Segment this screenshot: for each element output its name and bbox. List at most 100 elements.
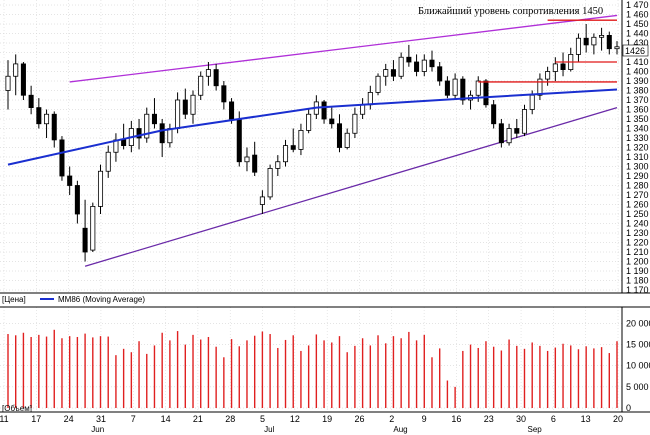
price-tick-label: 1 410 [626, 57, 649, 67]
x-day-label: 16 [451, 414, 461, 424]
x-day-label: 26 [354, 414, 364, 424]
candle-body [491, 104, 497, 125]
price-tick-label: 1 270 [626, 190, 649, 200]
x-day-label: 6 [551, 414, 556, 424]
resistance-levels [478, 19, 617, 83]
price-tick-label: 1 380 [626, 86, 649, 96]
candle-body [475, 80, 481, 96]
x-day-label: 11 [0, 414, 9, 424]
price-tick-label: 1 460 [626, 10, 649, 20]
candle-body [437, 66, 443, 82]
candle-body [483, 80, 489, 106]
price-tick-label: 1 290 [626, 171, 649, 181]
candle-body [560, 63, 566, 71]
price-panel-bg [0, 0, 622, 293]
candle-body [414, 61, 420, 72]
candle-body [121, 139, 127, 146]
candle-body [190, 94, 196, 115]
candle-body [575, 37, 581, 55]
candle-body [514, 128, 520, 134]
x-month-label: Sep [528, 425, 543, 434]
x-day-label: 13 [581, 414, 591, 424]
x-day-label: 7 [131, 414, 136, 424]
candle-body [375, 75, 381, 93]
candle-body [36, 107, 42, 125]
x-month-label: Jun [91, 425, 104, 434]
candle-body [429, 59, 435, 68]
price-tick-label: 1 400 [626, 67, 649, 77]
candle-body [329, 118, 335, 125]
candle-body [5, 75, 11, 91]
x-day-label: 17 [31, 414, 41, 424]
candle-body [267, 167, 273, 198]
candle-body [252, 154, 258, 173]
price-tick-label: 1 350 [626, 114, 649, 124]
candle-body [352, 113, 358, 134]
candle-body [367, 92, 373, 106]
candle-body [606, 35, 612, 50]
volume-panel-bg [0, 307, 622, 412]
candle-body [298, 129, 304, 150]
candle-body [74, 185, 80, 215]
candle-body [136, 128, 142, 139]
candle-body [614, 46, 620, 50]
price-tick-label: 1 390 [626, 76, 649, 86]
candle-body [213, 69, 219, 87]
price-tick-label: 1 450 [626, 19, 649, 29]
price-tick-label: 1 190 [626, 266, 649, 276]
price-tick-label: 1 240 [626, 219, 649, 229]
candle-body [221, 85, 227, 103]
candle-body [336, 123, 343, 148]
price-tick-label: 1 370 [626, 95, 649, 105]
x-month-label: Jul [264, 425, 274, 434]
candle-body [59, 139, 65, 177]
candlesticks [5, 24, 620, 262]
candle-body [591, 36, 597, 46]
volume-tick-label: 0 [626, 403, 631, 413]
candle-body [521, 109, 528, 134]
x-day-label: 5 [260, 414, 265, 424]
candle-body [275, 161, 281, 169]
price-tick-label: 1 260 [626, 200, 649, 210]
candle-body [97, 170, 104, 207]
candle-body [236, 118, 242, 163]
candle-body [444, 80, 450, 96]
trend-lines [69, 14, 618, 267]
candle-body [67, 175, 73, 186]
candle-body [144, 113, 150, 139]
price-tick-label: 1 210 [626, 247, 649, 257]
x-day-label: 24 [64, 414, 74, 424]
candle-body [205, 69, 211, 77]
upper-channel-line [69, 14, 618, 83]
volume-tick-label: 20 000 [626, 318, 650, 328]
volume-legend: [Объем] [2, 404, 32, 413]
x-day-label: 28 [225, 414, 235, 424]
candle-body [390, 69, 396, 77]
candle-body [583, 37, 589, 46]
candle-body [13, 63, 19, 77]
candle-body [90, 205, 96, 251]
candle-body [182, 99, 188, 115]
price-tick-label: 1 230 [626, 228, 649, 238]
price-tick-label: 1 220 [626, 238, 649, 248]
candle-body [159, 123, 165, 144]
volume-tick-label: 10 000 [626, 361, 650, 371]
candle-body [406, 56, 412, 63]
candle-body [383, 69, 389, 77]
moving-average [7, 88, 618, 166]
candle-body [282, 145, 289, 163]
price-tick-label: 1 180 [626, 276, 649, 286]
candle-body [28, 94, 34, 108]
candle-body [529, 94, 535, 110]
x-day-label: 31 [96, 414, 106, 424]
candle-body [321, 101, 327, 120]
price-tick-label: 1 310 [626, 152, 649, 162]
x-day-label: 2 [389, 414, 394, 424]
price-tick-label: 1 430 [626, 38, 649, 48]
candle-body [421, 59, 427, 72]
candle-body [460, 78, 466, 101]
volume-tick-label: 5 000 [626, 382, 649, 392]
x-day-label: 9 [422, 414, 427, 424]
